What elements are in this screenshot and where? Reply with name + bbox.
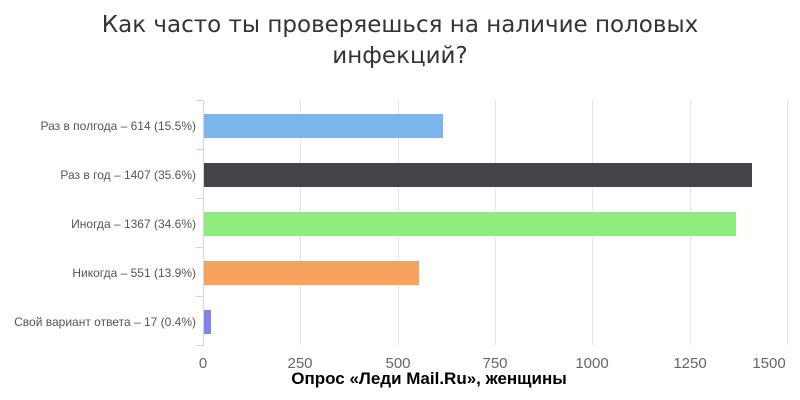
category-label: Иногда – 1367 (34.6%)	[71, 217, 196, 231]
x-tick-label: 250	[287, 355, 313, 372]
y-axis-tick	[196, 100, 203, 101]
y-axis-tick	[196, 296, 203, 297]
chart-footer: Опрос «Леди Mail.Ru», женщины	[291, 369, 567, 388]
y-axis-tick	[196, 149, 203, 150]
bar[interactable]	[204, 261, 419, 285]
bar[interactable]	[204, 114, 443, 138]
x-tick-label: 1250	[673, 355, 707, 372]
y-axis-tick	[196, 345, 203, 346]
x-tick-label: 1500	[752, 355, 786, 372]
chart-title-line1: Как часто ты проверяешься на наличие пол…	[101, 12, 699, 38]
y-axis-tick	[196, 198, 203, 199]
x-tick-label: 1000	[575, 355, 609, 372]
bar[interactable]	[204, 310, 211, 334]
category-label: Раз в полгода – 614 (15.5%)	[40, 119, 196, 133]
x-tick-label: 500	[385, 355, 411, 372]
category-label: Никогда – 551 (13.9%)	[72, 266, 196, 280]
chart-title-line2: инфекций?	[332, 43, 468, 69]
category-label: Свой вариант ответа – 17 (0.4%)	[14, 315, 196, 329]
bar[interactable]	[204, 163, 752, 187]
x-tick-label: 750	[482, 355, 508, 372]
chart-title: Как часто ты проверяешься на наличие пол…	[0, 10, 800, 72]
bar[interactable]	[204, 212, 736, 236]
y-axis-tick	[196, 247, 203, 248]
y-axis-line	[203, 100, 204, 346]
x-tick-label: 0	[198, 355, 208, 372]
gridline	[787, 100, 788, 345]
category-label: Раз в год – 1407 (35.6%)	[60, 168, 196, 182]
